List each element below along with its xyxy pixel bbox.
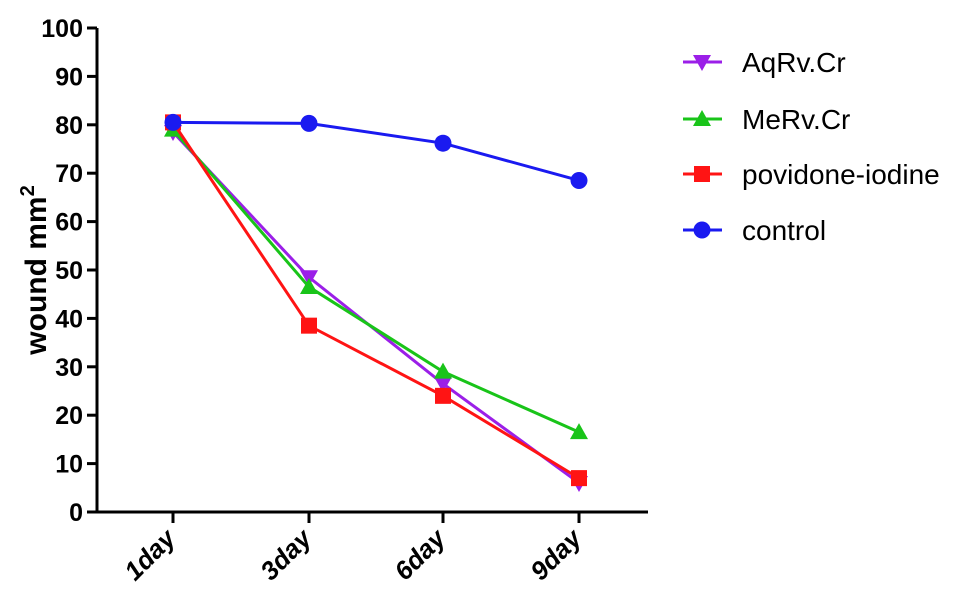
y-axis-title-superscript: 2 — [17, 185, 39, 196]
y-axis-ticks: 0 10 20 30 40 50 60 70 80 90 100 — [41, 15, 97, 527]
legend-marker — [693, 55, 711, 71]
y-tick-label: 0 — [69, 499, 83, 527]
data-point — [434, 362, 452, 379]
series-line — [172, 120, 580, 182]
y-axis-title: wound mm2 — [17, 185, 53, 355]
x-tick-label: 1day — [118, 522, 182, 586]
x-tick-label: 6day — [388, 522, 452, 586]
legend-label: povidone-iodine — [742, 159, 940, 190]
data-point — [300, 277, 318, 294]
legend-item: AqRv.Cr — [683, 47, 846, 78]
series-line — [171, 121, 580, 480]
y-tick-label: 30 — [55, 354, 83, 382]
y-tick-label: 100 — [41, 15, 83, 43]
data-point — [570, 423, 588, 440]
series-control — [164, 113, 588, 189]
data-point — [434, 376, 452, 393]
legend: AqRv.Cr MeRv.Cr povidone-iodine control — [683, 47, 940, 246]
legend-label: MeRv.Cr — [742, 104, 850, 135]
y-tick-label: 60 — [55, 209, 83, 237]
legend-marker — [693, 110, 711, 126]
legend-marker — [693, 221, 711, 239]
data-point — [300, 114, 318, 132]
legend-item: povidone-iodine — [683, 159, 940, 190]
axes — [95, 28, 648, 514]
series-povidone-iodine — [165, 114, 587, 487]
legend-marker — [694, 166, 710, 182]
x-tick-label: 3day — [254, 522, 318, 586]
series-AqRv.Cr — [164, 125, 588, 492]
series-line — [171, 128, 580, 434]
data-point — [434, 134, 452, 152]
legend-label: control — [742, 215, 826, 246]
y-axis-title-text: wound mm — [20, 196, 53, 355]
x-tick-label: 9day — [524, 522, 588, 586]
y-tick-label: 10 — [55, 451, 83, 479]
data-point — [571, 470, 587, 487]
x-axis-ticks: 1day 3day 6day 9day — [118, 512, 588, 586]
y-tick-label: 50 — [55, 257, 83, 285]
data-point — [164, 113, 182, 131]
y-tick-label: 70 — [55, 160, 83, 188]
legend-label: AqRv.Cr — [742, 47, 846, 78]
y-tick-label: 90 — [55, 63, 83, 91]
y-tick-label: 80 — [55, 112, 83, 140]
series-MeRv.Cr — [164, 120, 588, 440]
series-layer — [164, 113, 588, 492]
legend-item: MeRv.Cr — [683, 104, 850, 135]
series-line — [171, 131, 580, 485]
data-point — [301, 317, 317, 334]
y-tick-label: 20 — [55, 402, 83, 430]
data-point — [435, 387, 451, 404]
y-tick-label: 40 — [55, 305, 83, 333]
data-point — [570, 171, 588, 189]
legend-item: control — [683, 215, 826, 246]
